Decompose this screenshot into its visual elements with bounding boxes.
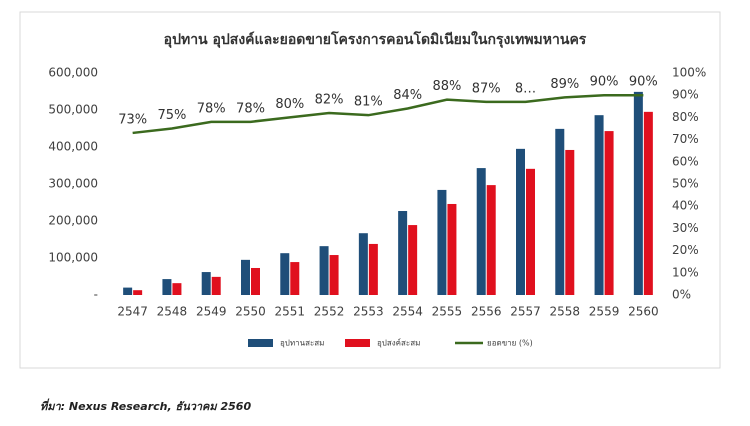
bar [162,279,172,295]
legend-swatch [345,339,370,347]
line [132,93,644,135]
bar [555,128,565,295]
data-label: 8… [515,81,536,96]
y-tick-label: 600,000 [48,66,98,80]
x-tick-label: 2557 [510,305,541,319]
data-label: 90% [590,75,619,90]
data-label: 87% [472,81,501,96]
y2-tick-label: 70% [672,132,699,146]
x-tick-label: 2551 [275,305,306,319]
bar [526,168,535,295]
bar [290,262,300,295]
bar [280,253,290,295]
bar [241,259,250,295]
bar [604,131,614,295]
x-tick-label: 2552 [314,305,345,319]
data-label: 84% [393,88,422,103]
x-tick-label: 2550 [235,305,266,319]
data-label: 73% [118,112,147,127]
x-tick-label: 2554 [392,305,423,319]
bar [408,225,418,295]
y2-tick-label: 60% [672,154,699,168]
x-tick-label: 2549 [196,305,227,319]
legend-label: ยอดขาย (%) [487,339,533,348]
y2-tick-label: 0% [672,288,691,302]
bar [368,243,378,295]
bar [437,189,447,295]
bar [211,276,221,295]
bar [398,211,408,295]
y-tick-label: 400,000 [48,140,98,154]
bar [516,148,525,295]
data-label: 81% [354,95,383,110]
data-label: 78% [197,101,226,116]
bar [565,149,575,295]
y2-tick-label: 30% [672,221,699,235]
legend-label: อุปสงค์สะสม [377,338,420,348]
data-label: 89% [550,77,579,92]
data-label: 78% [236,101,265,116]
x-tick-label: 2560 [628,305,659,319]
legend-swatch [248,339,273,347]
x-tick-label: 2558 [550,305,581,319]
legend-label: อุปทานสะสม [280,339,324,348]
x-tick-label: 2555 [432,305,463,319]
x-tick-label: 2553 [353,305,384,319]
y2-tick-label: 20% [672,243,699,257]
bar [643,111,653,295]
x-tick-label: 2556 [471,305,502,319]
bar [123,287,133,295]
y-tick-label: 300,000 [48,177,98,191]
y2-tick-label: 50% [672,177,699,191]
bar [476,168,486,295]
data-label: 82% [315,92,344,107]
y2-tick-label: 100% [672,66,706,80]
data-label: 90% [629,75,658,90]
source-note: ที่มา: Nexus Research, ธันวาคม 2560 [40,398,251,413]
chart-title: อุปทาน อุปสงค์และยอดขายโครงการคอนโดมิเนี… [164,30,587,48]
bar [594,115,604,296]
y-tick-label: 500,000 [48,103,98,117]
bar [486,185,496,295]
y2-tick-label: 90% [672,88,699,102]
bar [201,272,211,295]
bar [133,290,143,295]
data-label: 88% [432,79,461,94]
bar [172,283,182,295]
bar [633,91,643,296]
y-tick-label: - [94,288,98,302]
y-tick-label: 200,000 [48,214,98,228]
data-label: 75% [157,108,186,123]
bar [358,233,368,295]
bar [447,203,457,295]
bar [329,255,339,295]
x-tick-label: 2547 [117,305,148,319]
y2-tick-label: 10% [672,265,699,279]
y2-tick-label: 80% [672,110,699,124]
bar [251,267,260,295]
data-label: 80% [275,97,304,112]
y2-tick-label: 40% [672,199,699,213]
x-tick-label: 2548 [157,305,188,319]
x-tick-label: 2559 [589,305,620,319]
bar [319,246,329,295]
y-tick-label: 100,000 [48,251,98,265]
